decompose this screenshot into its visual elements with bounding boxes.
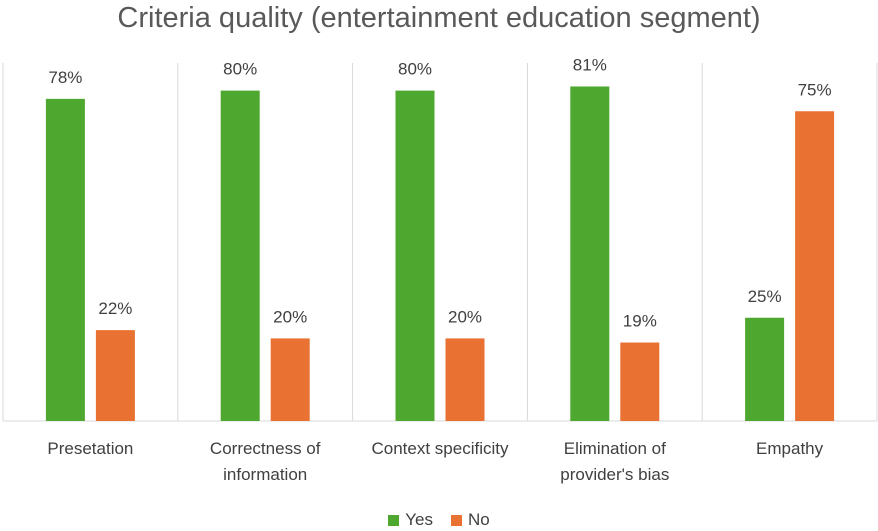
bar-yes-0	[45, 98, 85, 422]
data-label-no-0: 22%	[98, 299, 132, 318]
bar-no-1	[270, 338, 310, 421]
legend-item-yes: Yes	[388, 510, 433, 530]
data-label-no-1: 20%	[273, 307, 307, 326]
legend-item-no: No	[451, 510, 490, 530]
category-label-1: Correctness of information	[210, 439, 321, 484]
bar-no-3	[620, 342, 660, 421]
data-label-yes-1: 80%	[223, 60, 257, 79]
data-label-yes-3: 81%	[573, 55, 607, 74]
legend-label-yes: Yes	[405, 510, 433, 529]
category-label-3: Elimination of provider's bias	[560, 439, 669, 484]
bar-no-0	[95, 330, 135, 421]
category-label-4: Empathy	[756, 439, 824, 458]
data-label-yes-4: 25%	[748, 287, 782, 306]
bar-no-4	[795, 111, 835, 421]
category-label-0: Presetation	[47, 439, 133, 458]
legend-label-no: No	[468, 510, 490, 529]
data-label-yes-0: 78%	[48, 68, 82, 87]
data-label-no-3: 19%	[623, 312, 657, 331]
data-label-no-4: 75%	[798, 80, 832, 99]
chart-title: Criteria quality (entertainment educatio…	[117, 2, 761, 34]
legend-swatch-no	[451, 514, 462, 526]
legend: Yes No	[0, 510, 878, 530]
bar-no-2	[445, 338, 485, 421]
bar-yes-4	[745, 317, 785, 421]
legend-swatch-yes	[388, 514, 400, 526]
bar-yes-1	[220, 90, 260, 421]
data-label-no-2: 20%	[448, 307, 482, 326]
category-label-2: Context specificity	[372, 439, 509, 458]
bar-yes-2	[395, 90, 435, 421]
data-label-yes-2: 80%	[398, 60, 432, 79]
bar-yes-3	[570, 86, 610, 421]
